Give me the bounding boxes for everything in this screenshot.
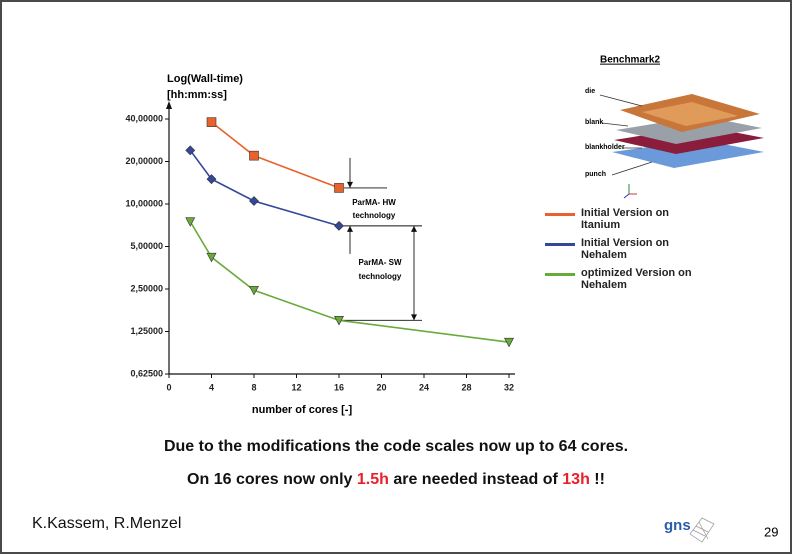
message-part: !! bbox=[590, 471, 605, 488]
legend-swatch bbox=[545, 213, 575, 216]
y-tick-label: 10,00000 bbox=[125, 198, 163, 208]
x-tick-label: 16 bbox=[334, 382, 344, 392]
y-tick-label: 5,00000 bbox=[130, 241, 163, 251]
authors: K.Kassem, R.Menzel bbox=[32, 515, 181, 532]
x-tick-label: 24 bbox=[419, 382, 429, 392]
page-number: 29 bbox=[764, 524, 778, 539]
x-tick-label: 20 bbox=[376, 382, 386, 392]
y-tick-label: 1,25000 bbox=[130, 326, 163, 336]
slide: Log(Wall-time) [hh:mm:ss] number of core… bbox=[0, 0, 792, 554]
data-point bbox=[250, 197, 259, 206]
y-axis-title: [hh:mm:ss] bbox=[167, 89, 227, 101]
annotation: technology bbox=[359, 272, 402, 281]
y-axis-arrow bbox=[166, 101, 172, 109]
logo: gns bbox=[664, 517, 691, 534]
annotation: ParMA- SW bbox=[358, 258, 402, 267]
data-point bbox=[250, 286, 259, 295]
x-tick-label: 8 bbox=[251, 382, 256, 392]
legend-swatch bbox=[545, 243, 575, 246]
figure-label: blankholder bbox=[585, 144, 625, 151]
y-tick-label: 0,62500 bbox=[130, 368, 163, 378]
data-point bbox=[207, 118, 216, 127]
legend-item: optimized Version on Nehalem bbox=[545, 267, 725, 291]
x-tick-label: 32 bbox=[504, 382, 514, 392]
figure-title: Benchmark2 bbox=[600, 55, 660, 66]
message-part: On 16 cores now only bbox=[187, 471, 357, 488]
x-tick-label: 4 bbox=[209, 382, 214, 392]
annotation-arrow bbox=[347, 226, 353, 232]
legend: Initial Version on Itanium Initial Versio… bbox=[545, 207, 725, 297]
figure-label: blank bbox=[585, 119, 603, 126]
x-tick-label: 0 bbox=[166, 382, 171, 392]
annotation-arrow bbox=[347, 182, 353, 188]
legend-label: Initial Version on Nehalem bbox=[581, 237, 711, 261]
data-point bbox=[250, 151, 259, 160]
data-point bbox=[186, 218, 195, 227]
y-tick-label: 40,00000 bbox=[125, 113, 163, 123]
figure-label: die bbox=[585, 88, 595, 95]
y-tick-label: 20,00000 bbox=[125, 156, 163, 166]
message-highlight: 13h bbox=[562, 471, 590, 488]
message-part: are needed instead of bbox=[389, 471, 562, 488]
legend-swatch bbox=[545, 273, 575, 276]
logo-icon bbox=[690, 518, 714, 542]
message-highlight: 1.5h bbox=[357, 471, 389, 488]
legend-label: Initial Version on Itanium bbox=[581, 207, 711, 231]
series-line bbox=[190, 150, 339, 226]
x-tick-label: 12 bbox=[291, 382, 301, 392]
message-line: Due to the modifications the code scales… bbox=[2, 438, 790, 456]
annotation-arrow bbox=[411, 314, 417, 320]
message-line: On 16 cores now only 1.5h are needed ins… bbox=[2, 471, 790, 489]
x-tick-label: 28 bbox=[461, 382, 471, 392]
annotation: technology bbox=[353, 211, 396, 220]
legend-item: Initial Version on Itanium bbox=[545, 207, 725, 231]
data-point bbox=[335, 183, 344, 192]
legend-item: Initial Version on Nehalem bbox=[545, 237, 725, 261]
annotation: ParMA- HW bbox=[352, 198, 396, 207]
data-point bbox=[335, 221, 344, 230]
y-axis-title: Log(Wall-time) bbox=[167, 73, 243, 85]
series-line bbox=[212, 122, 340, 188]
x-axis-title: number of cores [-] bbox=[252, 404, 353, 416]
annotation-arrow bbox=[411, 226, 417, 232]
figure-label: punch bbox=[585, 171, 606, 178]
legend-label: optimized Version on Nehalem bbox=[581, 267, 711, 291]
y-tick-label: 2,50000 bbox=[130, 283, 163, 293]
